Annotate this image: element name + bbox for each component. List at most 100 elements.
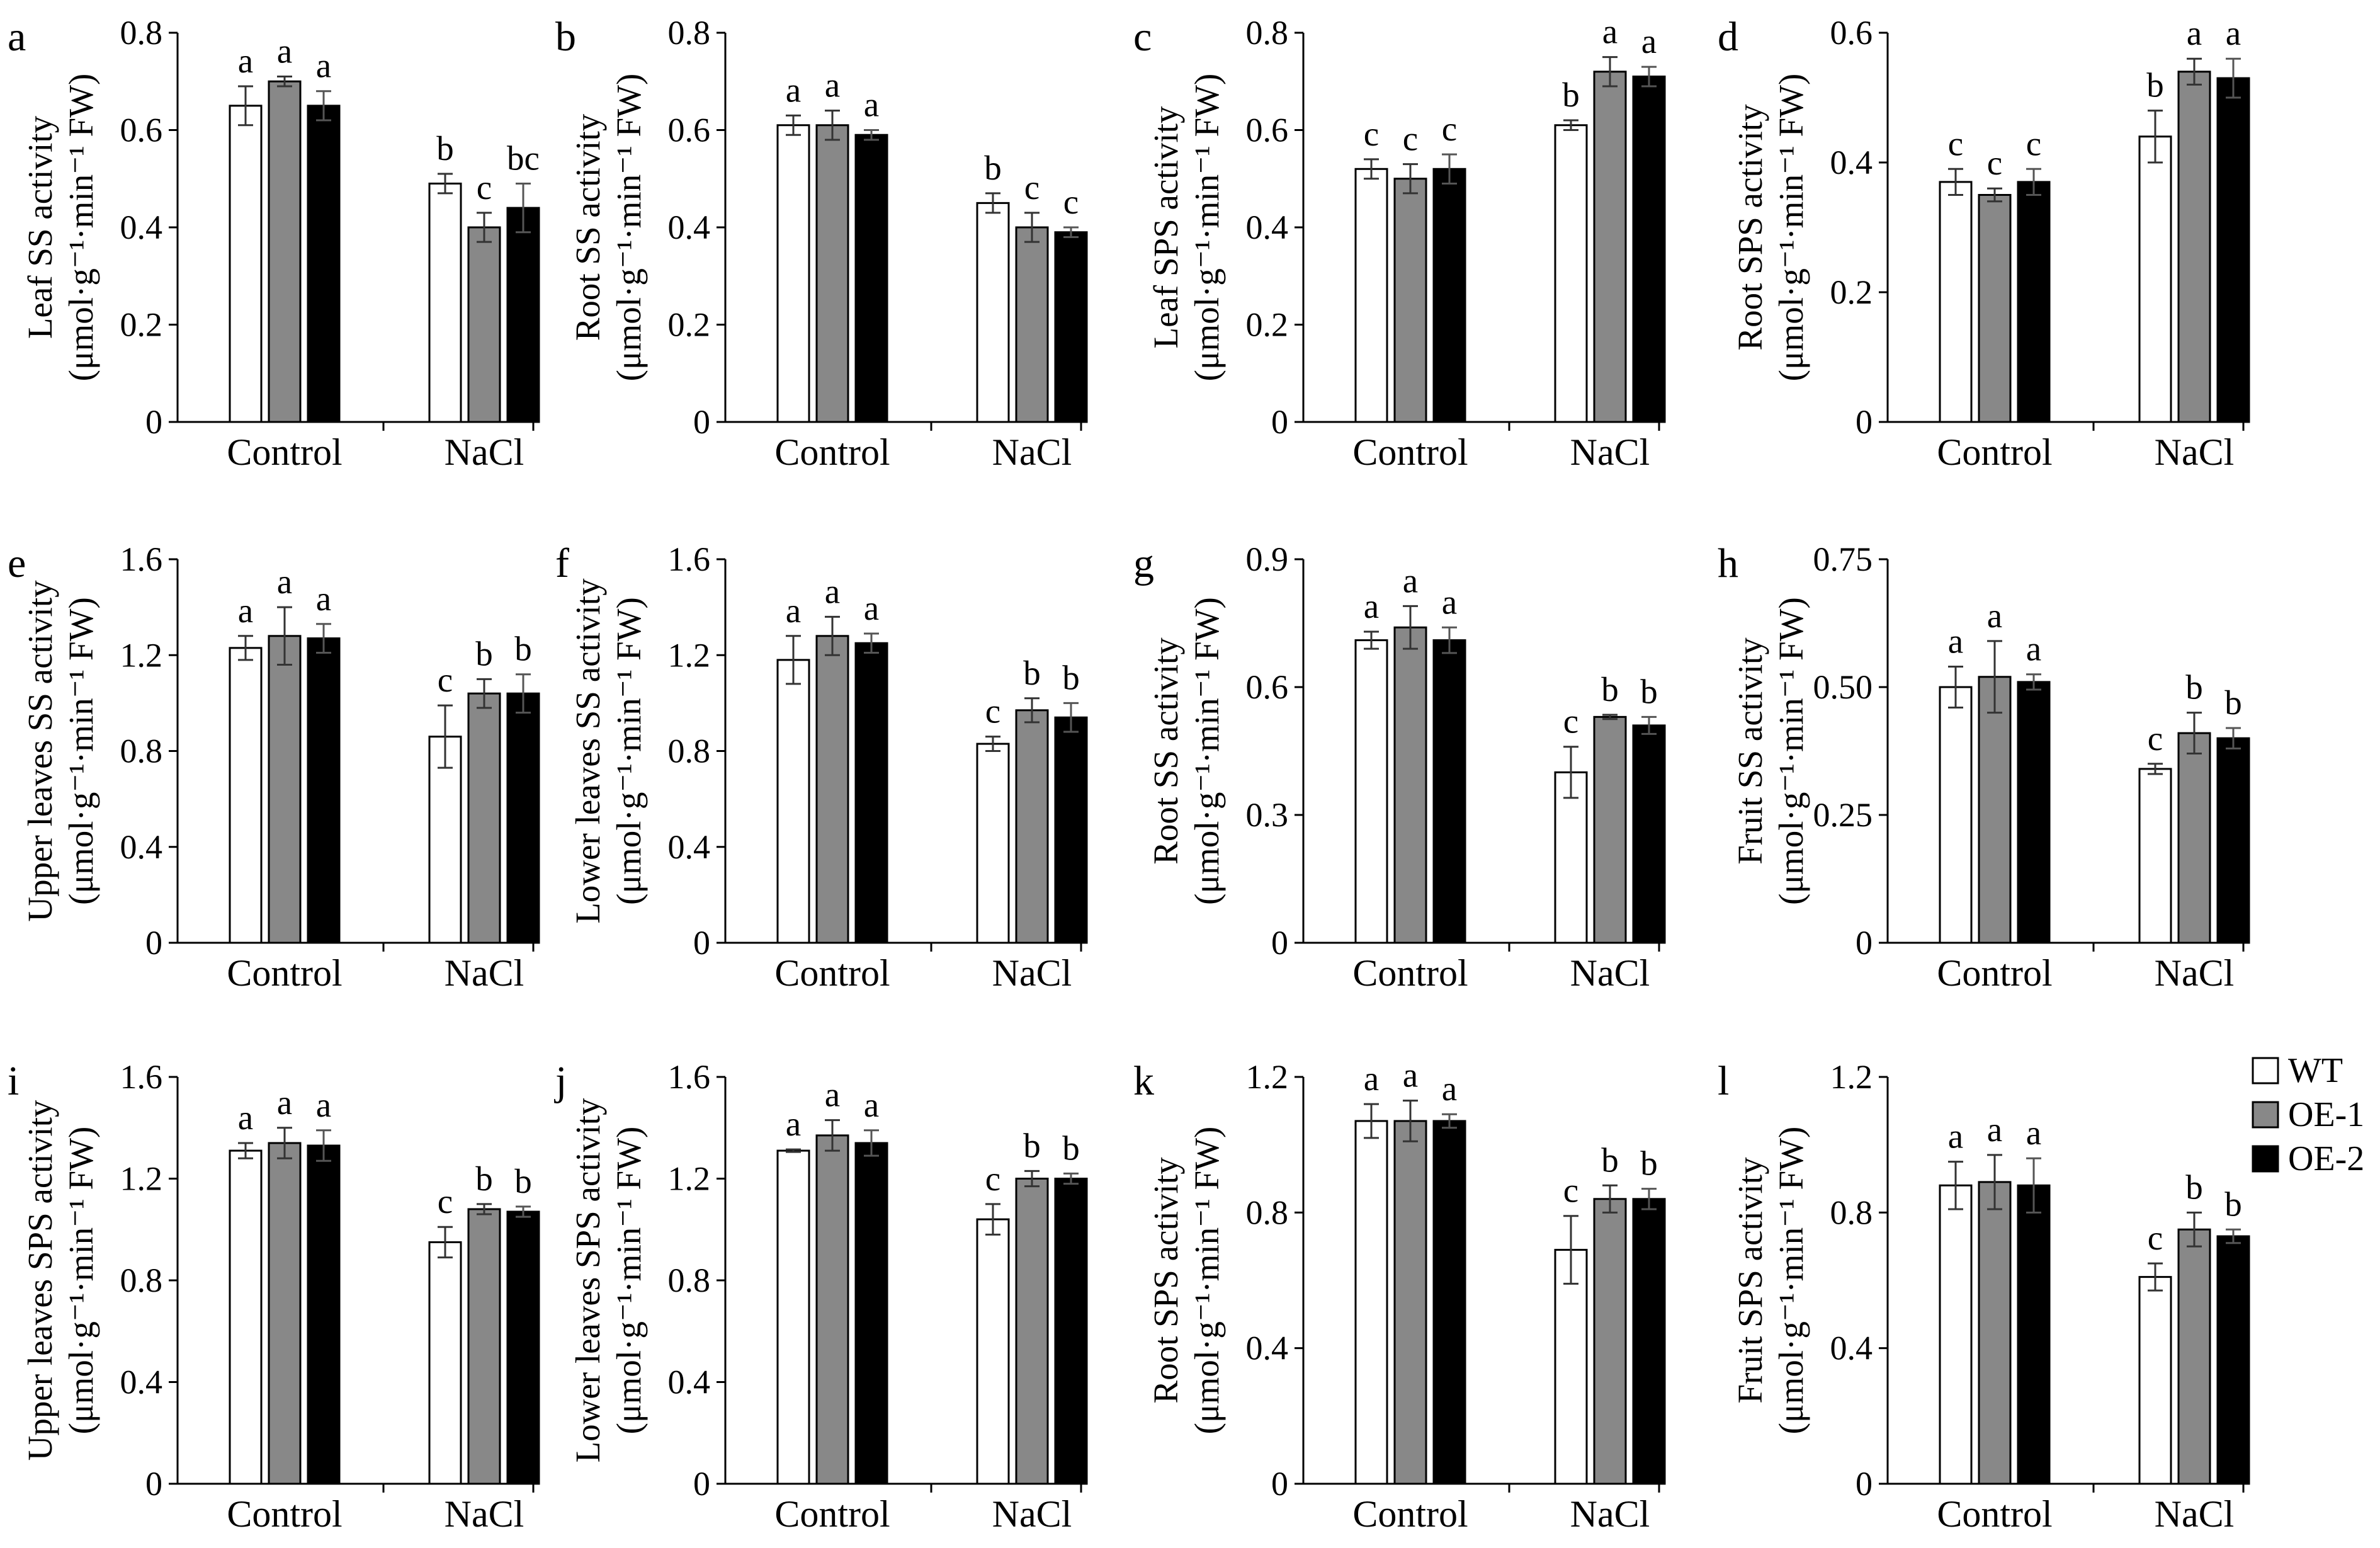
y-axis-label: Leaf SS activity	[21, 115, 59, 339]
x-category-label: Control	[1937, 431, 2052, 473]
bar-oe-2-control	[2017, 681, 2051, 944]
x-category-label: NaCl	[1570, 952, 1650, 994]
y-tick-label: 0	[1856, 1465, 1873, 1503]
y-tick-label: 0.2	[120, 306, 163, 344]
x-category-label: Control	[1937, 952, 2052, 994]
y-axis-label: Upper leaves SPS activity	[21, 1100, 59, 1460]
y-tick-label: 0	[145, 924, 162, 962]
panel-g: g Root SS activity (μmol·g⁻¹·min⁻¹ FW) 0 0.3…	[1133, 540, 1666, 994]
y-axis-unit-label: (μmol·g⁻¹·min⁻¹ FW)	[1187, 74, 1226, 382]
y-tick-label: 0	[145, 403, 162, 441]
significance-letter: c	[2148, 719, 2163, 758]
significance-letter: b	[1023, 654, 1041, 692]
significance-letter: c	[2026, 124, 2041, 162]
x-category-label: NaCl	[445, 431, 524, 473]
y-tick-label: 0.8	[1246, 14, 1289, 52]
bar-wt-control	[1354, 168, 1388, 423]
x-category-label: NaCl	[992, 952, 1072, 994]
significance-letter: b	[2185, 1168, 2203, 1206]
bar-oe-2-nacl	[506, 1210, 540, 1485]
bar-oe-2-nacl	[1632, 724, 1666, 944]
significance-letter: a	[864, 86, 879, 124]
significance-letter: a	[238, 591, 253, 630]
panel-b: b Root SS activity (μmol·g⁻¹·min⁻¹ FW) 0 0.2…	[555, 14, 1088, 473]
bar-oe-1-nacl	[467, 1208, 501, 1485]
significance-letter: c	[1563, 1171, 1578, 1210]
bar-wt-nacl	[976, 743, 1010, 944]
bar-wt-control	[1939, 686, 1973, 944]
y-tick-label: 0.8	[1830, 1193, 1873, 1231]
bar-wt-nacl	[1554, 1249, 1588, 1485]
y-tick-label: 0.6	[120, 111, 163, 149]
y-axis-label: Lower leaves SS activity	[569, 578, 607, 924]
significance-letter: a	[1641, 22, 1657, 60]
y-tick-label: 1.2	[1830, 1058, 1873, 1096]
x-category-label: Control	[227, 431, 342, 473]
significance-letter: a	[277, 1083, 292, 1122]
significance-letter: a	[238, 42, 253, 80]
x-category-label: NaCl	[2155, 952, 2235, 994]
significance-letter: bc	[507, 139, 540, 177]
bar-oe-1-control	[1978, 1181, 2012, 1485]
y-tick-label: 0.75	[1813, 540, 1873, 578]
bar-oe-1-control	[268, 80, 302, 423]
significance-letter: b	[1023, 1126, 1041, 1164]
y-tick-label: 1.2	[1246, 1058, 1289, 1096]
bar-oe-1-nacl	[2177, 732, 2211, 944]
y-axis-unit-label: (μmol·g⁻¹·min⁻¹ FW)	[609, 597, 648, 905]
bar-wt-control	[776, 659, 810, 944]
significance-letter: a	[316, 47, 331, 85]
significance-letter: a	[1948, 1117, 1963, 1156]
significance-letter: a	[1403, 1056, 1418, 1095]
significance-letter: b	[475, 1159, 493, 1198]
y-tick-label: 0.4	[668, 828, 711, 866]
bar-oe-1-control	[1978, 676, 2012, 944]
bar-oe-1-control	[268, 1142, 302, 1485]
y-axis-unit-label: (μmol·g⁻¹·min⁻¹ FW)	[609, 1127, 648, 1435]
significance-letter: b	[1601, 1141, 1619, 1179]
y-tick-label: 0.4	[1830, 1329, 1873, 1367]
significance-letter: b	[1062, 1129, 1080, 1167]
bar-oe-2-nacl	[1054, 1178, 1088, 1485]
bar-wt-control	[1939, 181, 1973, 423]
y-tick-label: 1.6	[668, 1058, 711, 1096]
bar-wt-control	[776, 1149, 810, 1485]
significance-letter: b	[2224, 1185, 2242, 1223]
bar-wt-control	[1354, 639, 1388, 944]
y-axis-label: Fruit SPS activity	[1731, 1157, 1769, 1404]
x-category-label: Control	[774, 431, 890, 473]
significance-letter: a	[238, 1098, 253, 1137]
bar-oe-1-nacl	[1015, 709, 1049, 944]
significance-letter: a	[316, 1086, 331, 1124]
significance-letter: c	[1948, 124, 1963, 162]
panel-letter: g	[1133, 540, 1154, 586]
y-axis-unit-label: (μmol·g⁻¹·min⁻¹ FW)	[1772, 74, 1810, 382]
x-category-label: NaCl	[992, 1493, 1072, 1535]
bar-wt-nacl	[2138, 768, 2172, 944]
significance-letter: b	[1062, 658, 1080, 697]
y-tick-label: 0.8	[668, 1261, 711, 1299]
significance-letter: b	[475, 634, 493, 673]
bar-oe-1-control	[1393, 178, 1427, 423]
significance-letter: a	[786, 71, 801, 109]
significance-letter: a	[277, 562, 292, 601]
bar-oe-1-nacl	[1015, 226, 1049, 423]
bar-oe-2-control	[854, 642, 888, 944]
bar-oe-2-control	[1432, 1120, 1466, 1485]
significance-letter: c	[438, 1182, 453, 1221]
y-axis-label: Leaf SPS activity	[1147, 106, 1185, 348]
significance-letter: a	[1442, 583, 1457, 621]
panel-a: a Leaf SS activity (μmol·g⁻¹·min⁻¹ FW) 0 0.2…	[8, 14, 540, 473]
bar-oe-1-control	[268, 635, 302, 944]
x-category-label: Control	[1937, 1493, 2052, 1535]
panel-letter: l	[1718, 1058, 1729, 1104]
y-tick-label: 0.4	[1830, 144, 1873, 181]
significance-letter: b	[436, 129, 454, 168]
y-tick-label: 0.4	[1246, 1329, 1289, 1367]
bar-oe-2-control	[854, 1142, 888, 1485]
y-tick-label: 0	[693, 924, 710, 962]
bar-oe-1-nacl	[467, 226, 501, 423]
bar-oe-2-nacl	[1054, 716, 1088, 944]
bar-oe-2-nacl	[506, 692, 540, 944]
